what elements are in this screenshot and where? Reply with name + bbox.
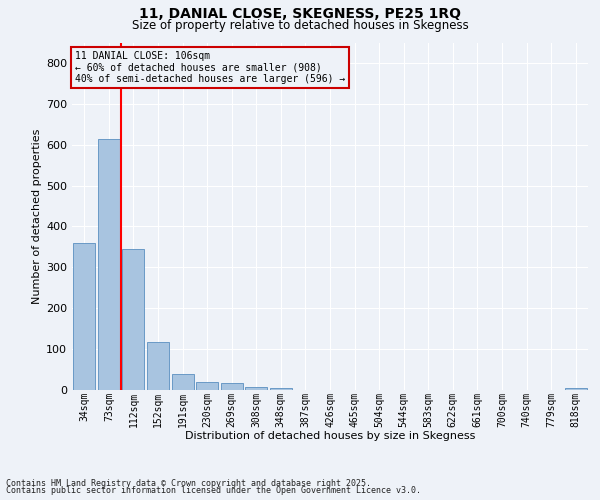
Bar xyxy=(122,249,145,390)
Bar xyxy=(147,342,169,390)
X-axis label: Distribution of detached houses by size in Skegness: Distribution of detached houses by size … xyxy=(185,431,475,441)
Bar xyxy=(172,374,194,390)
Bar xyxy=(221,384,243,390)
Text: Size of property relative to detached houses in Skegness: Size of property relative to detached ho… xyxy=(131,19,469,32)
Text: Contains HM Land Registry data © Crown copyright and database right 2025.: Contains HM Land Registry data © Crown c… xyxy=(6,478,371,488)
Bar xyxy=(245,386,268,390)
Bar xyxy=(98,138,120,390)
Text: 11, DANIAL CLOSE, SKEGNESS, PE25 1RQ: 11, DANIAL CLOSE, SKEGNESS, PE25 1RQ xyxy=(139,8,461,22)
Text: 11 DANIAL CLOSE: 106sqm
← 60% of detached houses are smaller (908)
40% of semi-d: 11 DANIAL CLOSE: 106sqm ← 60% of detache… xyxy=(74,51,345,84)
Bar xyxy=(196,382,218,390)
Y-axis label: Number of detached properties: Number of detached properties xyxy=(32,128,42,304)
Bar xyxy=(565,388,587,390)
Bar xyxy=(73,243,95,390)
Text: Contains public sector information licensed under the Open Government Licence v3: Contains public sector information licen… xyxy=(6,486,421,495)
Bar xyxy=(270,388,292,390)
